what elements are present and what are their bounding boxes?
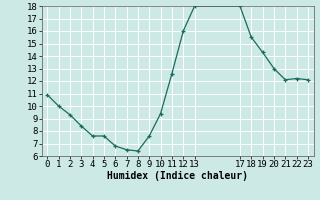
X-axis label: Humidex (Indice chaleur): Humidex (Indice chaleur) [107, 171, 248, 181]
